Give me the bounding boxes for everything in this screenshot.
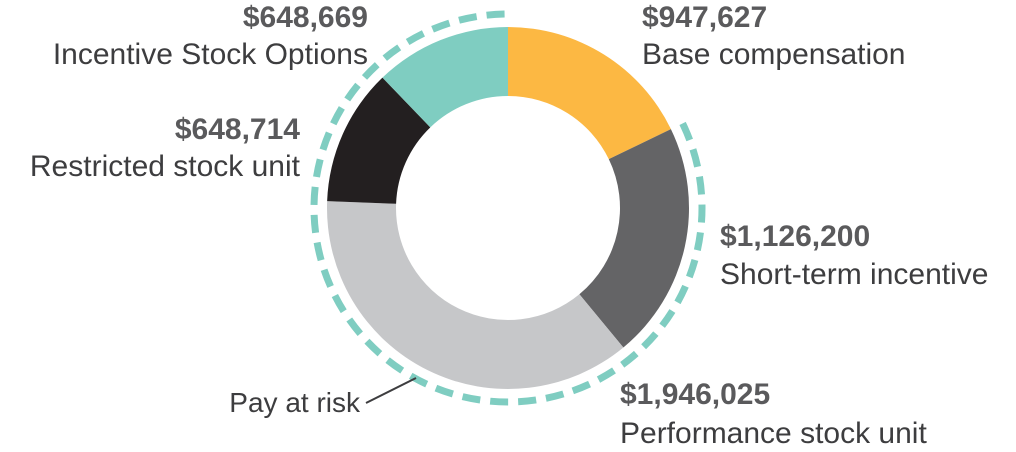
label-base-compensation: $947,627 Base compensation: [642, 1, 906, 71]
incentive-stock-options-value: $648,669: [243, 1, 368, 34]
donut-slices: [327, 27, 689, 390]
label-short-term-incentive: $1,126,200 Short-term incentive: [720, 220, 988, 291]
slice-base-compensation: [508, 27, 671, 160]
short-term-incentive-value: $1,126,200: [720, 220, 870, 253]
base-compensation-label: Base compensation: [642, 38, 906, 71]
label-restricted-stock-unit: $648,714 Restricted stock unit: [30, 113, 301, 183]
pay-at-risk-label: Pay at risk: [229, 387, 361, 418]
label-incentive-stock-options: $648,669 Incentive Stock Options: [53, 1, 368, 71]
slice-incentive-stock-options: [382, 27, 508, 128]
base-compensation-value: $947,627: [642, 1, 767, 34]
slice-restricted-stock-unit: [327, 77, 431, 204]
pay-at-risk-leader-line: [365, 377, 417, 404]
restricted-stock-unit-value: $648,714: [175, 113, 300, 146]
performance-stock-unit-label: Performance stock unit: [620, 417, 927, 450]
performance-stock-unit-value: $1,946,025: [620, 378, 770, 411]
slice-short-term-incentive: [579, 129, 689, 348]
short-term-incentive-label: Short-term incentive: [720, 258, 988, 291]
pay-at-risk-arc: [310, 10, 706, 406]
restricted-stock-unit-label: Restricted stock unit: [30, 150, 301, 183]
slice-performance-stock-unit: [327, 201, 624, 390]
label-performance-stock-unit: $1,946,025 Performance stock unit: [620, 378, 927, 450]
incentive-stock-options-label: Incentive Stock Options: [53, 38, 368, 71]
